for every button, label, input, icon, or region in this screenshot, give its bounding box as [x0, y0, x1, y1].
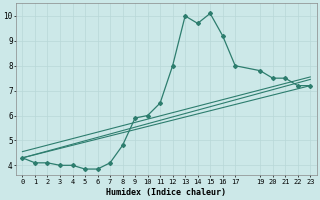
X-axis label: Humidex (Indice chaleur): Humidex (Indice chaleur): [106, 188, 226, 197]
